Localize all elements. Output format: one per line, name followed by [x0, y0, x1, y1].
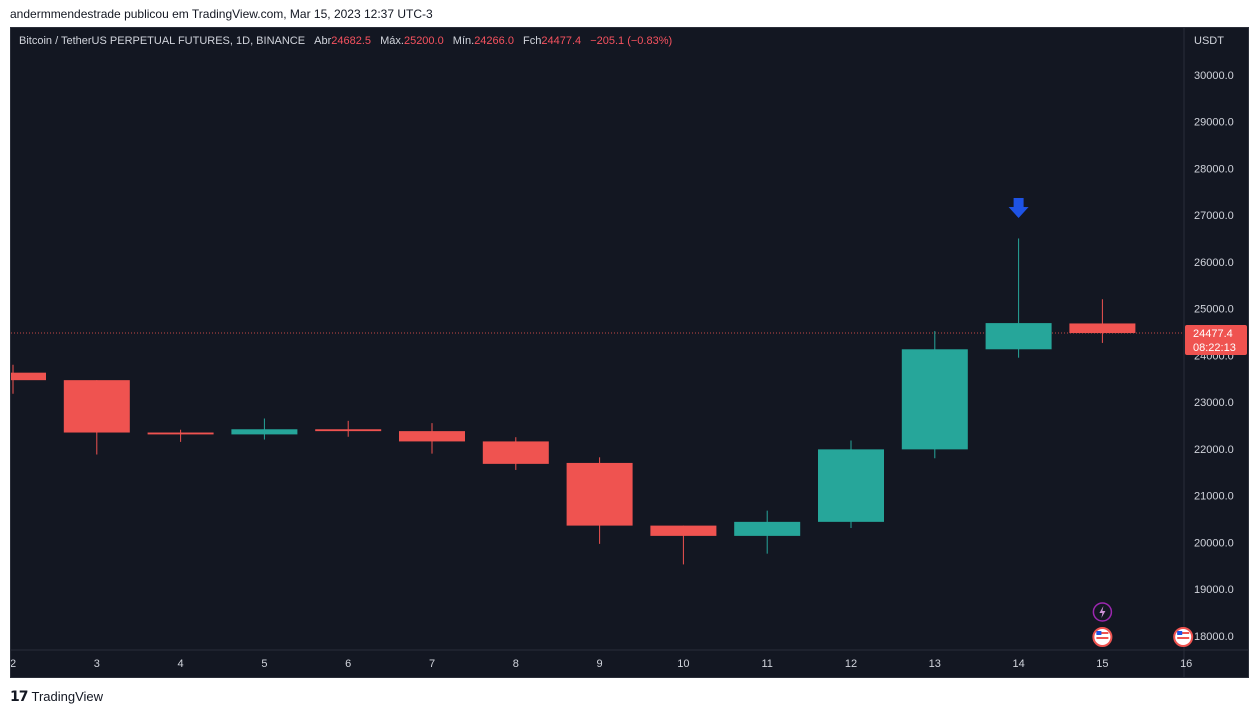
x-tick-label: 3 — [94, 658, 100, 670]
close-label: Fch — [523, 35, 542, 47]
candle-body[interactable] — [985, 323, 1052, 350]
tradingview-logo-icon: 𝟭𝟳 — [10, 688, 29, 704]
flag-stripe — [1177, 632, 1190, 634]
candle-body[interactable] — [734, 521, 801, 536]
x-tick-label: 12 — [845, 658, 857, 670]
chart-frame[interactable]: USDT 18000.0 19000.0 20000.0 21000.0 22000.0 2… — [10, 27, 1249, 678]
candle-body[interactable] — [650, 525, 717, 536]
x-tick-label: 16 — [1180, 658, 1192, 670]
y-tick-label: 20000.0 — [1194, 537, 1234, 549]
x-tick-label: 4 — [178, 658, 184, 670]
high-value: 25200.0 — [403, 35, 444, 47]
countdown-label: 08:22:13 — [1193, 342, 1236, 354]
flag-canton — [1096, 631, 1102, 635]
x-tick-label: 15 — [1096, 658, 1108, 670]
x-tick-label: 5 — [261, 658, 267, 670]
symbol-legend: Bitcoin / TetherUS PERPETUAL FUTURES, 1D… — [19, 35, 672, 47]
candle-body[interactable] — [482, 441, 549, 464]
x-tick-label: 11 — [761, 658, 772, 670]
flag-stripe — [1096, 632, 1109, 634]
flag-stripe — [1096, 637, 1109, 639]
arrow-down-icon[interactable] — [1008, 198, 1029, 219]
close-value: 24477.4 — [541, 35, 582, 47]
flag-stripe — [1177, 637, 1190, 639]
y-tick-label: 22000.0 — [1194, 444, 1234, 456]
y-tick-label: 21000.0 — [1194, 491, 1234, 503]
low-label: Mín. — [452, 35, 475, 47]
candle-body[interactable] — [63, 380, 130, 433]
y-tick-label: 29000.0 — [1194, 117, 1234, 129]
last-price-badge — [1185, 325, 1247, 356]
x-tick-label: 2 — [11, 658, 16, 670]
y-tick-label: 19000.0 — [1194, 584, 1234, 596]
candle-body[interactable] — [1069, 323, 1136, 334]
brand-name: TradingView — [31, 689, 104, 704]
candle-body[interactable] — [818, 449, 884, 522]
lightning-icon — [1099, 606, 1106, 618]
x-tick-label: 6 — [345, 658, 351, 670]
open-label: Abr — [314, 35, 332, 47]
candle-body[interactable] — [11, 372, 46, 381]
x-tick-label: 8 — [513, 658, 519, 670]
publish-caption: andermmendestrade publicou em TradingVie… — [10, 7, 433, 21]
open-value: 24682.5 — [331, 35, 372, 47]
flag-canton — [1177, 631, 1183, 635]
high-label: Máx. — [380, 35, 404, 47]
y-tick-label: 28000.0 — [1194, 163, 1234, 175]
last-price-label: 24477.4 — [1193, 328, 1233, 340]
currency-label: USDT — [1194, 35, 1224, 47]
y-tick-label: 30000.0 — [1194, 70, 1234, 82]
footer-brand[interactable]: 𝟭𝟳 TradingView — [10, 688, 103, 705]
x-tick-label: 10 — [677, 658, 689, 670]
x-tick-label: 7 — [429, 658, 435, 670]
x-tick-label: 13 — [929, 658, 941, 670]
y-tick-label: 27000.0 — [1194, 210, 1234, 222]
candle-body[interactable] — [231, 429, 298, 435]
y-tick-label: 23000.0 — [1194, 397, 1234, 409]
candle-body[interactable] — [315, 429, 382, 432]
y-tick-label: 18000.0 — [1194, 631, 1234, 643]
symbol-title[interactable]: Bitcoin / TetherUS PERPETUAL FUTURES, 1D… — [19, 35, 306, 47]
y-tick-label: 26000.0 — [1194, 257, 1234, 269]
x-tick-label: 14 — [1012, 658, 1024, 670]
low-value: 24266.0 — [474, 35, 514, 47]
candle-body[interactable] — [399, 431, 465, 442]
candle-body[interactable] — [901, 349, 968, 450]
lightning-event-icon[interactable] — [1092, 602, 1113, 622]
candle-body[interactable] — [566, 462, 633, 526]
candlestick-chart[interactable]: USDT 18000.0 19000.0 20000.0 21000.0 22000.0 2… — [11, 28, 1248, 677]
y-tick-label: 25000.0 — [1194, 304, 1234, 316]
change-value: −205.1 (−0.83%) — [590, 35, 673, 47]
candle-body[interactable] — [147, 432, 214, 435]
x-tick-label: 9 — [597, 658, 603, 670]
